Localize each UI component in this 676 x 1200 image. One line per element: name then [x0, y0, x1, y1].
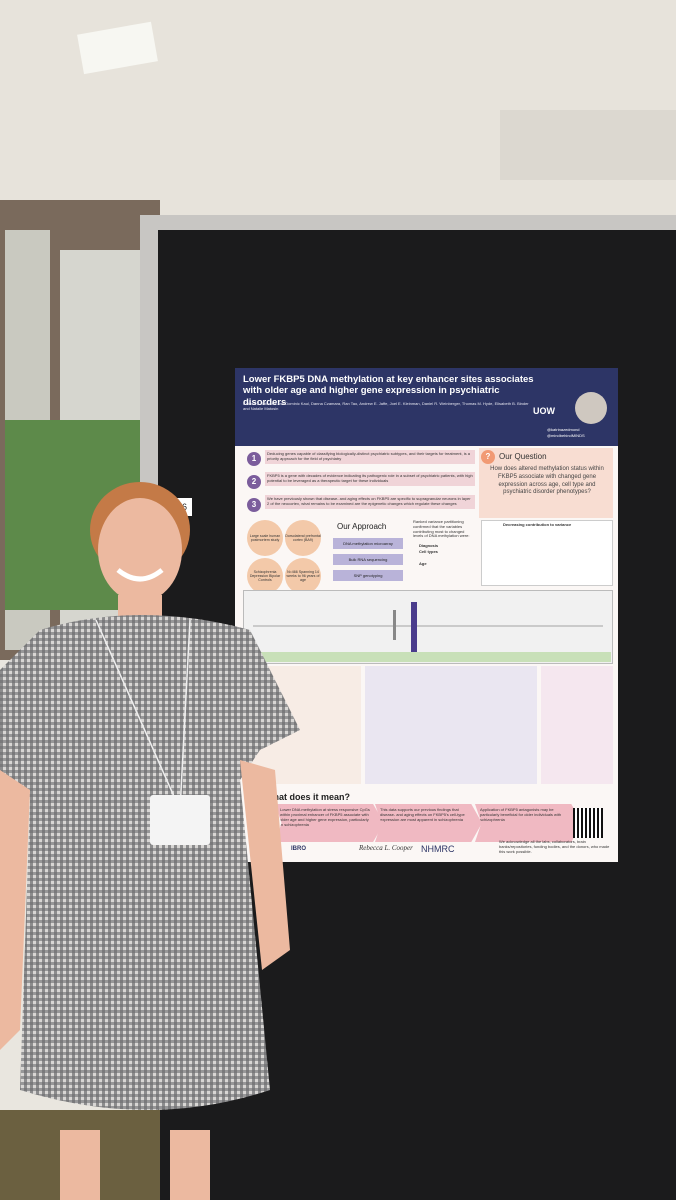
method-box: Bulk RNA sequencing	[333, 554, 403, 565]
results-right	[541, 666, 613, 784]
results-plots	[365, 666, 537, 784]
meaning-heading: What does it mean?	[265, 792, 351, 802]
factor: Age	[419, 561, 427, 566]
sample-circle: N=466 Spanning 14 weeks to 96 years of a…	[285, 558, 321, 594]
poster: Lower FKBP5 DNA methylation at key enhan…	[235, 368, 618, 862]
handle: @katrinazedmond	[547, 427, 580, 432]
authors: Katrina Z. Edmond and Dominic Kaul, Dann…	[243, 401, 529, 411]
sponsor: Rebecca L. Cooper	[359, 844, 413, 852]
point-number: 1	[247, 452, 261, 466]
variance-plot	[481, 520, 613, 586]
point-number: 3	[247, 498, 261, 512]
factor: Cell types	[419, 549, 438, 554]
sponsor: NHMRC	[421, 844, 455, 854]
sample-circle: Schizophrenia Depression Bipolar Control…	[247, 558, 283, 594]
method-box: DNA methylation microarray	[333, 538, 403, 549]
approach-heading: Our Approach	[337, 522, 387, 531]
finding-text: Ranked variance partitioning confirmed t…	[413, 519, 470, 539]
point-number: 2	[247, 475, 261, 489]
header-band	[235, 368, 618, 446]
point-text: Deducing genes capable of classifying bi…	[265, 450, 475, 464]
factor: Diagnosis	[419, 543, 439, 548]
question-text: How does altered methylation status with…	[490, 466, 604, 496]
sample-circle: Large scale human postmortem study	[247, 520, 283, 556]
point-text: FKBP5 is a gene with decades of evidence…	[265, 472, 475, 486]
plot-title: Decreasing contribution to variance	[503, 522, 572, 527]
qr-code	[573, 808, 603, 838]
seal	[575, 392, 607, 424]
question-box	[479, 448, 613, 518]
poster-title: Lower FKBP5 DNA methylation at key enhan…	[243, 374, 534, 408]
question-number: ?	[481, 450, 495, 464]
meaning-item: Application of FKBP5 antagonists may be …	[475, 804, 582, 842]
acknowledgement: We acknowledge all the labs, collaborato…	[499, 839, 610, 854]
logo: UOW	[533, 406, 555, 416]
genome-track	[243, 590, 613, 664]
meaning-item: This data supports our previous findings…	[375, 804, 482, 842]
point-text: We have previously shown that disease- a…	[265, 495, 475, 509]
sample-circle: Dorsolateral prefrontal cortex (BA9)	[285, 520, 321, 556]
track-lines	[243, 602, 611, 662]
person	[0, 482, 300, 1200]
sponsor: IBRO	[291, 846, 306, 852]
handle: @mindbehindMINDS	[547, 433, 585, 438]
question-heading: Our Question	[499, 452, 547, 461]
method-box: SNP genotyping	[333, 570, 403, 581]
meaning-item: Lower DNA methylation at stress responsi…	[275, 804, 384, 842]
